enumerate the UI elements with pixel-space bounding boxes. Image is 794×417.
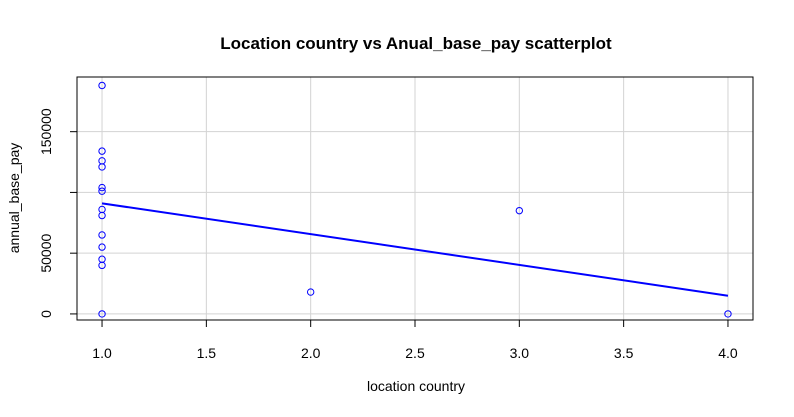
data-point [98, 211, 106, 220]
data-point [98, 187, 106, 195]
data-point [98, 231, 106, 239]
x-axis: 1.0 1.5 2.0 2.5 3.0 3.5 4.0 [92, 320, 738, 361]
regression-line [101, 202, 729, 297]
data-point [515, 206, 524, 215]
x-tick-label: 2.5 [405, 345, 425, 361]
x-axis-label: location country [367, 378, 465, 394]
chart-title: Location country vs Anual_base_pay scatt… [220, 34, 612, 53]
y-axis-label: annual_base_pay [6, 143, 22, 254]
y-axis: 0 50000 150000 [38, 108, 77, 318]
data-point [98, 163, 106, 171]
data-point [724, 310, 732, 318]
x-tick-label: 2.0 [301, 345, 321, 361]
grid-lines [77, 77, 753, 320]
x-tick-label: 1.0 [92, 345, 112, 361]
data-point [98, 261, 106, 270]
y-tick-label: 150000 [38, 108, 54, 155]
x-tick-label: 3.0 [510, 345, 530, 361]
x-tick-label: 3.5 [614, 345, 634, 361]
data-point [306, 288, 315, 296]
y-tick-label: 0 [38, 310, 54, 318]
data-point [98, 310, 106, 318]
x-tick-label: 1.5 [197, 345, 217, 361]
data-points [98, 81, 732, 318]
data-point [98, 81, 106, 90]
x-tick-label: 4.0 [718, 345, 738, 361]
regression-line-layer [101, 202, 729, 297]
data-point [98, 183, 106, 192]
y-tick-label: 50000 [38, 233, 54, 272]
data-point [98, 147, 106, 155]
data-point [98, 243, 106, 251]
